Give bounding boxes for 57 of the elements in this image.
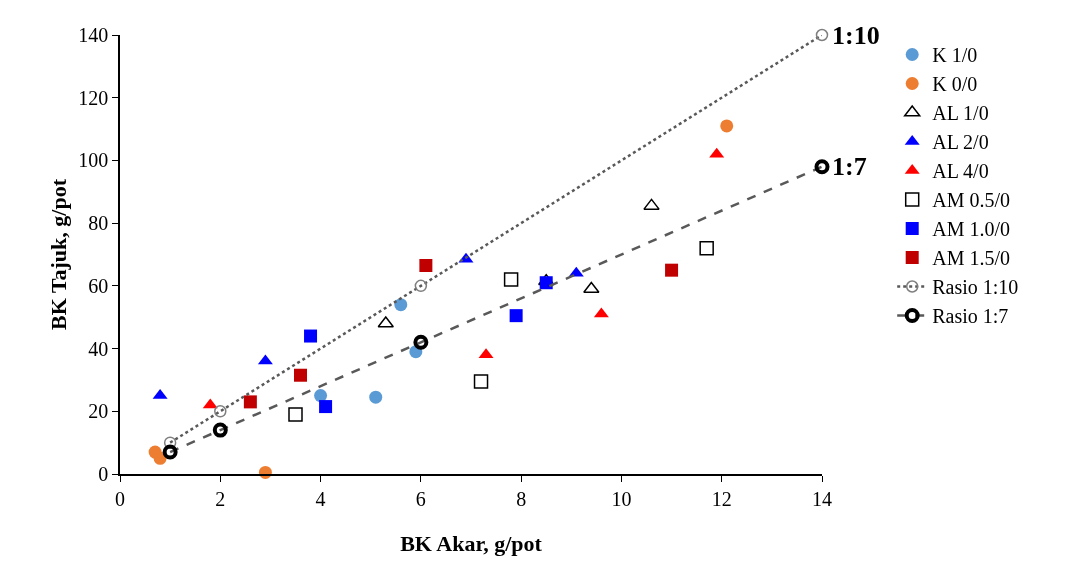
point xyxy=(815,28,829,42)
point xyxy=(163,436,177,449)
x-tick-label: 0 xyxy=(115,487,125,510)
legend-label: K 1/0 xyxy=(932,44,978,67)
y-tick-label: 0 xyxy=(98,463,109,485)
point xyxy=(665,263,679,277)
point xyxy=(583,281,600,293)
point xyxy=(288,407,303,422)
y-tick-label: 120 xyxy=(78,86,109,109)
y-tick-label: 40 xyxy=(88,337,109,360)
point xyxy=(153,451,167,465)
legend-label: Rasio 1:7 xyxy=(932,305,1009,328)
legend-label: AM 0.5/0 xyxy=(932,189,1010,212)
legend-label: AM 1.0/0 xyxy=(932,218,1010,241)
point xyxy=(699,240,714,256)
point xyxy=(419,258,433,272)
annotation: 1:7 xyxy=(832,152,867,181)
point xyxy=(503,272,519,287)
point xyxy=(304,329,318,343)
legend-label: AL 1/0 xyxy=(932,102,989,125)
legend-label: AM 1.5/0 xyxy=(932,247,1010,270)
y-axis-title: BK Tajuk, g/pot xyxy=(45,178,71,331)
y-tick-label: 20 xyxy=(88,400,109,423)
x-tick-label: 6 xyxy=(415,487,426,510)
legend-label: K 0/0 xyxy=(932,73,978,96)
point xyxy=(814,159,830,175)
y-tick-label: 80 xyxy=(88,212,109,235)
point xyxy=(243,395,257,409)
legend-label: AL 4/0 xyxy=(932,160,989,183)
annotation: 1:10 xyxy=(832,21,880,50)
point xyxy=(473,374,489,389)
x-axis-title: BK Akar, g/pot xyxy=(400,530,543,556)
legend-label: Rasio 1:10 xyxy=(932,276,1019,299)
y-tick-label: 140 xyxy=(78,24,109,46)
point xyxy=(319,400,333,414)
point xyxy=(720,119,734,133)
point xyxy=(509,309,523,323)
legend-label: AL 2/0 xyxy=(932,131,989,154)
point xyxy=(413,334,429,350)
point xyxy=(539,276,553,290)
point xyxy=(214,405,227,418)
point xyxy=(369,390,383,404)
x-tick-label: 4 xyxy=(315,487,326,510)
point xyxy=(294,368,308,382)
x-tick-label: 10 xyxy=(611,487,632,510)
point xyxy=(414,279,428,293)
point xyxy=(314,389,328,403)
y-tick-label: 60 xyxy=(88,274,109,297)
y-tick-label: 100 xyxy=(78,149,109,172)
point xyxy=(394,298,408,312)
point xyxy=(212,422,228,438)
x-tick-label: 2 xyxy=(215,487,226,510)
x-tick-label: 14 xyxy=(812,487,832,510)
point xyxy=(162,444,178,460)
x-tick-label: 8 xyxy=(516,487,527,510)
point xyxy=(643,198,660,210)
x-tick-label: 12 xyxy=(711,487,732,510)
